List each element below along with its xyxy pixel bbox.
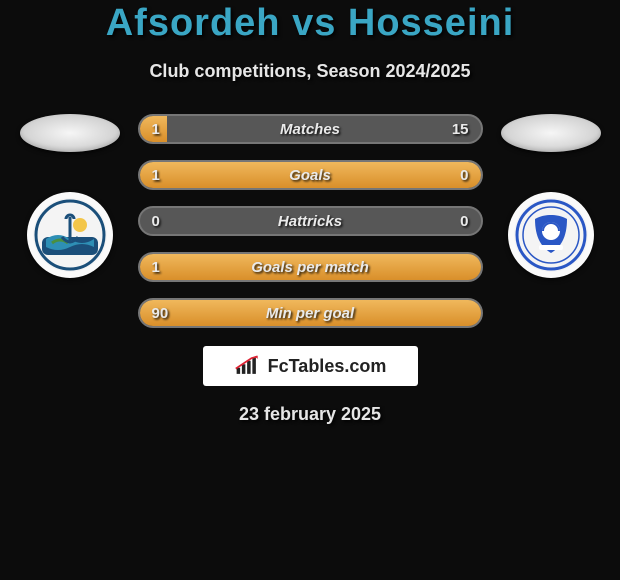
- stat-bar: 0Hattricks0: [138, 206, 483, 236]
- stat-label: Min per goal: [140, 305, 481, 322]
- shield-club-icon: [513, 197, 589, 273]
- anchor-club-icon: [32, 197, 108, 273]
- stat-label: Goals: [140, 167, 481, 184]
- main-row: 1Matches151Goals00Hattricks01Goals per m…: [0, 114, 620, 328]
- brand-logo[interactable]: FcTables.com: [203, 346, 418, 386]
- page-title: Afsordeh vs Hosseini: [0, 2, 620, 45]
- stat-bar: 1Goals per match: [138, 252, 483, 282]
- right-column: [501, 114, 601, 278]
- stat-bar: 90Min per goal: [138, 298, 483, 328]
- right-player-oval: [501, 114, 601, 152]
- stat-label: Goals per match: [140, 259, 481, 276]
- bar-chart-icon: [234, 355, 262, 377]
- stat-bar: 1Matches15: [138, 114, 483, 144]
- stat-value-right: 0: [460, 167, 468, 184]
- page-subtitle: Club competitions, Season 2024/2025: [0, 61, 620, 82]
- stat-label: Hattricks: [140, 213, 481, 230]
- right-club-badge: [508, 192, 594, 278]
- date-label: 23 february 2025: [0, 404, 620, 425]
- stat-label: Matches: [140, 121, 481, 138]
- stat-value-right: 15: [452, 121, 469, 138]
- stat-bar: 1Goals0: [138, 160, 483, 190]
- left-club-badge: [27, 192, 113, 278]
- left-player-oval: [20, 114, 120, 152]
- stat-value-right: 0: [460, 213, 468, 230]
- stats-column: 1Matches151Goals00Hattricks01Goals per m…: [138, 114, 483, 328]
- brand-text: FcTables.com: [268, 356, 387, 377]
- left-column: [20, 114, 120, 278]
- comparison-card: Afsordeh vs Hosseini Club competitions, …: [0, 0, 620, 425]
